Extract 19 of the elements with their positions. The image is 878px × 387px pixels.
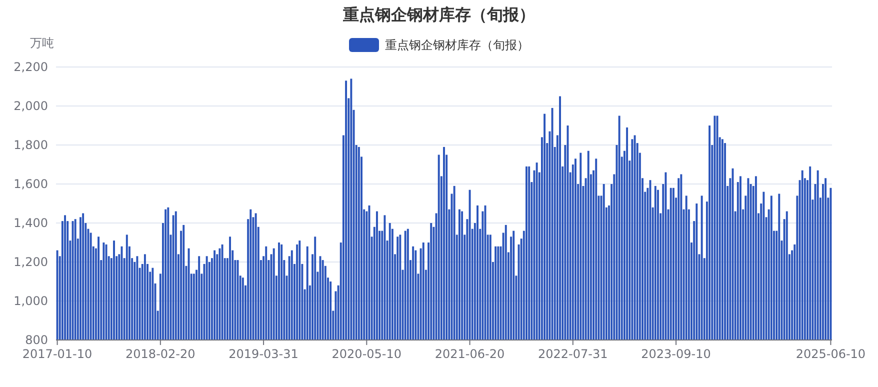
y-tick-label: 2,200 bbox=[14, 60, 48, 74]
y-tick-label: 1,200 bbox=[14, 255, 48, 269]
x-tick-label: 2023-09-10 bbox=[641, 347, 711, 361]
x-tick-label: 2017-01-10 bbox=[22, 347, 92, 361]
y-tick-label: 1,800 bbox=[14, 138, 48, 152]
y-tick-label: 1,600 bbox=[14, 177, 48, 191]
y-axis-title: 万吨 bbox=[30, 36, 54, 50]
x-tick-label: 2020-05-10 bbox=[332, 347, 402, 361]
y-tick-label: 2,000 bbox=[14, 99, 48, 113]
x-tick-label: 2022-07-31 bbox=[538, 347, 608, 361]
x-tick-label: 2018-02-20 bbox=[126, 347, 196, 361]
y-tick-label: 1,400 bbox=[14, 216, 48, 230]
x-tick-label: 2025-06-10 bbox=[796, 347, 866, 361]
chart-title: 重点钢企钢材库存（旬报） bbox=[342, 5, 535, 24]
legend-label: 重点钢企钢材库存（旬报） bbox=[385, 38, 529, 52]
x-tick-label: 2019-03-31 bbox=[228, 347, 298, 361]
y-tick-label: 1,000 bbox=[14, 294, 48, 308]
y-tick-label: 800 bbox=[25, 333, 48, 347]
x-tick-label: 2021-06-20 bbox=[434, 347, 505, 361]
